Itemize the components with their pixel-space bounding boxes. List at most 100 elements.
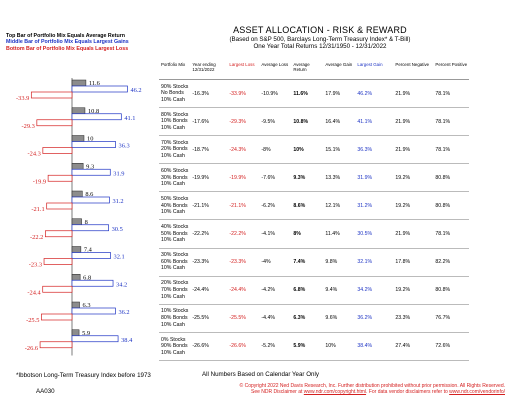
pct-negative-cell: 27.4% [393,332,434,361]
avg-loss-cell: -4.4% [259,304,292,333]
avg-return-bar [71,190,83,198]
page-title: ASSET ALLOCATION - RISK & REWARD [233,25,407,35]
largest-loss-cell: -22.2% [227,219,260,249]
largest-loss-cell: -25.5% [227,304,260,333]
col-header-avg-return: Average Return [291,60,324,80]
avg-return-bar [71,79,87,87]
table-row: 40% Stocks 50% Bonds 10% Cash -22.2% -22.2% -… [159,219,470,249]
largest-loss-cell: -19.9% [227,163,260,193]
largest-gain-cell: 32.1% [355,248,394,277]
largest-loss-label: -29.3 [22,123,35,130]
allocation-table: Portfolio Mix Year ending 12/31/2022 Lar… [159,60,470,361]
avg-gain-cell: 12.1% [323,191,356,221]
legend-largest-loss: Bottom Bar of Portfolio Mix Equals Large… [6,45,129,52]
vendor-info-link[interactable]: www.ndr.com/vendorinfo/ [449,389,505,395]
largest-gain-label: 31.2 [112,198,123,205]
avg-return-label: 6.3 [83,302,91,309]
largest-loss-label: -33.9 [16,95,29,102]
avg-loss-cell: -5.2% [259,332,292,361]
avg-return-bar [71,246,82,253]
pct-positive-cell: 78.1% [433,79,470,109]
avg-return-cell: 10.8% [291,107,324,137]
largest-gain-bar [71,113,122,121]
largest-gain-label: 38.4 [121,337,133,344]
portfolio-mix-cell: 70% Stocks 20% Bonds 10% Cash [159,135,191,165]
table-row: 20% Stocks 70% Bonds 10% Cash -24.4% -24.4% -… [159,276,470,305]
col-header-largest-gain: Largest Gain [355,60,394,80]
pct-negative-cell: 19.2% [393,276,434,305]
avg-return-cell: 5.9% [291,332,324,361]
legend-largest-gain: Middle Bar of Portfolio Mix Equals Large… [6,39,129,46]
largest-loss-label: -22.2 [30,234,43,241]
largest-loss-bar [39,341,73,349]
avg-return-cell: 10% [291,135,324,165]
footnote-ibbotson: *Ibbotson Long-Term Treasury Index befor… [16,372,151,379]
largest-loss-cell: -29.3% [227,107,260,137]
largest-loss-label: -24.3 [28,151,41,158]
avg-gain-cell: 9.8% [323,248,356,277]
table-row: 0% Stocks 90% Bonds 10% Cash -26.6% -26.6% -5… [159,332,470,361]
largest-gain-label: 32.1 [114,254,125,261]
largest-gain-bar [71,279,114,287]
avg-return-bar [71,218,82,225]
largest-loss-cell: -26.6% [227,332,260,361]
avg-return-label: 10.8 [88,108,99,115]
avg-return-cell: 6.8% [291,276,324,305]
avg-gain-cell: 16.4% [323,107,356,137]
largest-gain-label: 31.9 [113,170,124,177]
largest-gain-cell: 36.3% [355,135,394,165]
portfolio-mix-cell: 10% Stocks 80% Bonds 10% Cash [159,304,191,333]
pct-negative-cell: 19.2% [393,163,434,193]
pct-positive-cell: 78.1% [433,135,470,165]
avg-return-label: 8 [85,219,88,226]
avg-return-label: 9.3 [86,163,94,170]
avg-return-label: 6.8 [83,274,91,281]
avg-return-cell: 9.3% [291,163,324,193]
chart-code: AA030 [36,388,55,395]
ytd-cell: -19.9% [190,163,228,193]
largest-gain-cell: 31.9% [355,163,394,193]
largest-loss-cell: -24.3% [227,135,260,165]
avg-gain-cell: 9.4% [323,276,356,305]
ytd-cell: -17.6% [190,107,228,137]
avg-return-bar [71,107,86,114]
returns-bar-chart: 11.6 46.2 -33.9 10.8 41.1 -29.3 10 36.3 -24.3 9.3… [16,78,142,356]
table-row: 50% Stocks 40% Bonds 10% Cash -21.1% -21.1% -… [159,191,470,221]
avg-return-bar [71,274,81,281]
largest-loss-bar [45,230,73,238]
largest-loss-cell: -33.9% [227,79,260,109]
footnote-calendar: All Numbers Based on Calendar Year Only [202,371,319,378]
pct-positive-cell: 72.6% [433,332,470,361]
avg-return-bar [71,301,80,309]
pct-negative-cell: 21.9% [393,135,434,165]
portfolio-mix-cell: 50% Stocks 40% Bonds 10% Cash [159,191,191,221]
col-header-pct-positive: Percent Positive [433,60,470,80]
avg-loss-cell: -10.9% [259,79,292,109]
largest-gain-label: 30.5 [112,226,123,233]
largest-loss-label: -25.5 [26,317,39,324]
largest-gain-bar [71,252,111,259]
largest-gain-bar [71,224,109,232]
avg-return-bar [71,329,80,336]
ytd-cell: -24.4% [190,276,228,305]
largest-loss-label: -24.4 [27,289,41,296]
pct-positive-cell: 80.8% [433,276,470,305]
avg-return-bar [71,135,85,142]
chart-legend: Top Bar of Portfolio Mix Equals Average … [6,33,129,52]
pct-negative-cell: 21.9% [393,79,434,109]
largest-loss-label: -19.9 [33,178,46,185]
avg-return-label: 8.6 [85,191,93,198]
largest-loss-bar [41,313,73,321]
avg-return-cell: 8% [291,219,324,249]
avg-return-label: 11.6 [89,80,100,87]
avg-loss-cell: -9.5% [259,107,292,137]
pct-negative-cell: 21.9% [393,107,434,137]
page-header: ASSET ALLOCATION - RISK & REWARD (Based … [200,25,440,50]
ytd-cell: -16.3% [190,79,228,109]
avg-return-bar [71,163,84,170]
copyright-link[interactable]: www.ndr.com/copyright.html [303,389,367,395]
largest-loss-label: -26.6 [25,345,38,352]
largest-gain-bar [71,141,116,148]
avg-gain-cell: 11.4% [323,219,356,249]
largest-gain-label: 34.2 [116,281,127,288]
